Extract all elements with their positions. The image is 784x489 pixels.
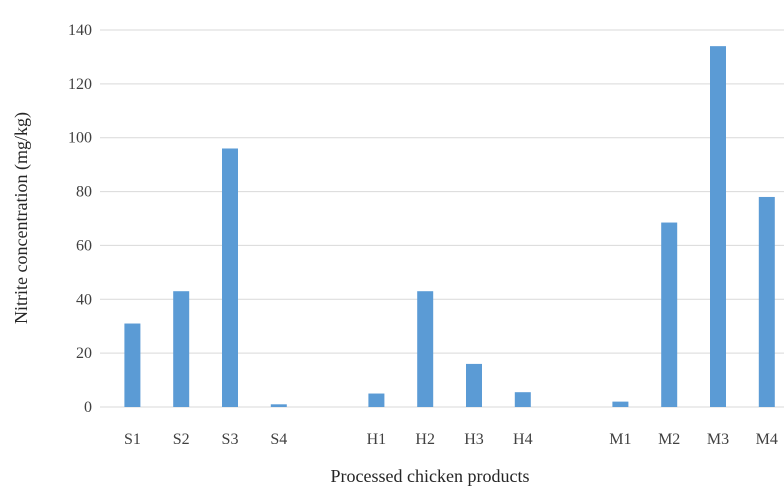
bar-h1 xyxy=(368,393,385,407)
bar-s2 xyxy=(173,291,190,407)
x-tick-label-h3: H3 xyxy=(464,431,484,448)
x-tick-label-m1: M1 xyxy=(609,431,631,448)
x-tick-label-m3: M3 xyxy=(707,431,729,448)
y-tick-label: 100 xyxy=(68,130,92,147)
x-tick-label-s1: S1 xyxy=(124,431,141,448)
bar-s3 xyxy=(222,148,238,407)
grid-lines xyxy=(100,29,784,408)
x-tick-label-s2: S2 xyxy=(173,431,190,448)
y-tick-label: 60 xyxy=(76,237,92,254)
y-tick-label: 140 xyxy=(68,22,92,39)
bar-m3 xyxy=(710,46,726,408)
y-tick-label: 120 xyxy=(68,76,92,93)
bar-m2 xyxy=(661,222,678,407)
bar-m4 xyxy=(758,196,775,407)
bar-s1 xyxy=(124,323,141,407)
y-axis-title: Nitrite concentration (mg/kg) xyxy=(11,112,32,324)
x-tick-label-s3: S3 xyxy=(222,431,239,448)
y-tick-label: 40 xyxy=(76,291,92,308)
bars xyxy=(124,46,775,408)
bar-m1 xyxy=(612,401,629,407)
bar-s4 xyxy=(270,404,287,407)
x-tick-label-h4: H4 xyxy=(513,431,533,448)
x-axis-title: Processed chicken products xyxy=(331,466,530,486)
x-tick-labels: S1 S2 S3 S4 H1 H2 H3 H4 M1 M2 M3 M4 xyxy=(124,431,778,448)
y-tick-label: 0 xyxy=(84,399,92,416)
bar-h4 xyxy=(514,392,531,407)
x-tick-label-m4: M4 xyxy=(756,431,778,448)
x-tick-label-h1: H1 xyxy=(367,431,387,448)
y-tick-label: 80 xyxy=(76,184,92,201)
y-tick-labels: 0 20 40 60 80 100 120 140 xyxy=(68,22,92,416)
bar-h3 xyxy=(466,363,482,407)
x-tick-label-m2: M2 xyxy=(658,431,680,448)
y-tick-label: 20 xyxy=(76,345,92,362)
bar-h2 xyxy=(417,291,434,407)
x-tick-label-h2: H2 xyxy=(415,431,435,448)
x-tick-label-s4: S4 xyxy=(270,431,287,448)
